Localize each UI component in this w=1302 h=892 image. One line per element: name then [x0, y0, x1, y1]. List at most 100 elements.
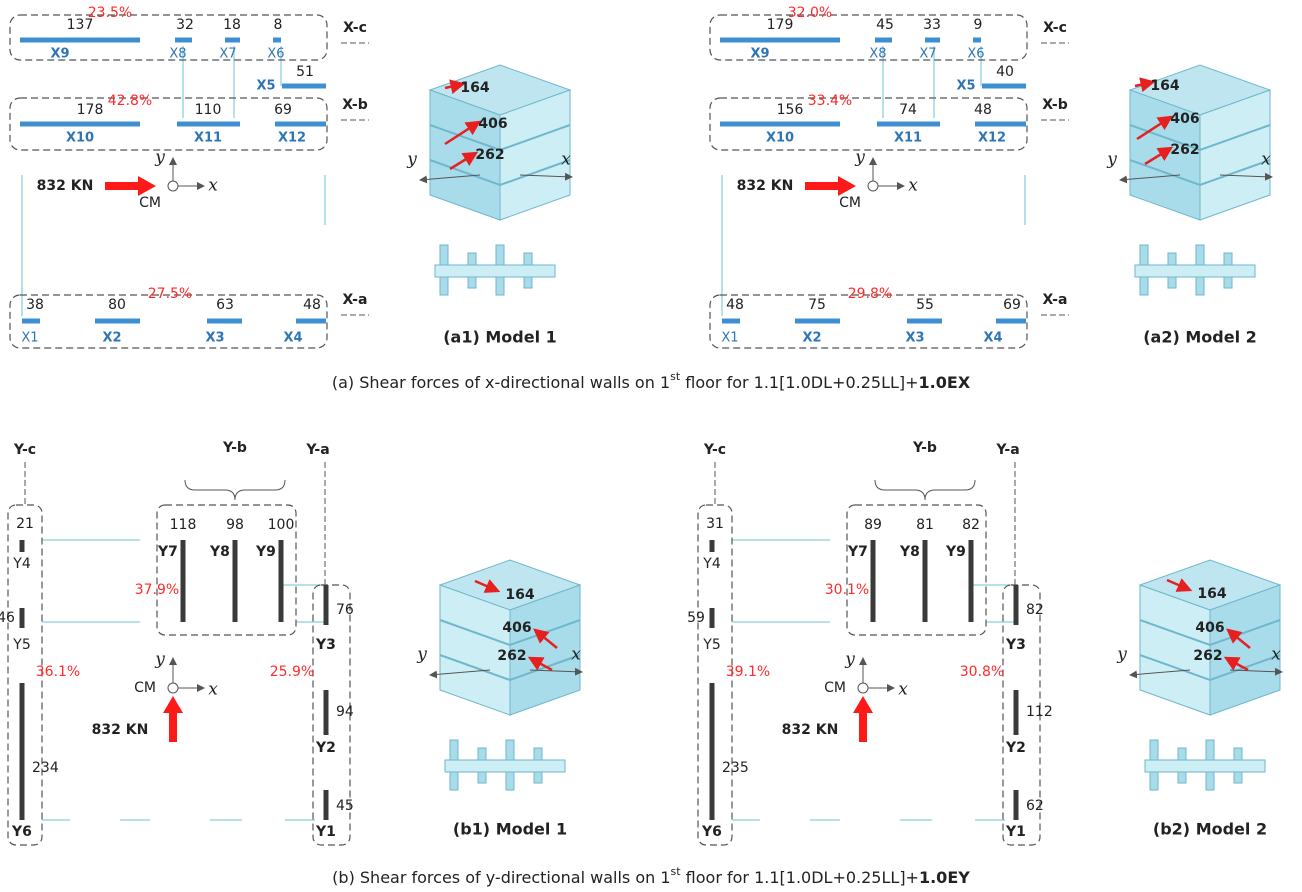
wall — [20, 683, 25, 820]
wall-label: Y8 — [209, 544, 230, 560]
wall-value: 48 — [974, 102, 992, 118]
group-percent: 30.1% — [825, 582, 869, 598]
group-percent: 39.1% — [726, 664, 770, 680]
wall — [720, 38, 840, 43]
wall — [710, 608, 715, 628]
model-caption: (a2) Model 2 — [1143, 328, 1257, 347]
wall-label: Y7 — [157, 544, 178, 560]
wall — [975, 122, 1026, 127]
model-axis-x: x — [1271, 645, 1281, 665]
caption-text: floor for 1.1[1.0DL+0.25LL]+ — [680, 373, 918, 392]
wall-value: 76 — [336, 602, 354, 618]
plan-wall — [445, 760, 565, 772]
wall — [20, 38, 140, 43]
wall-value: 62 — [1026, 798, 1044, 814]
wall-label: Y6 — [11, 824, 32, 840]
wall — [871, 540, 876, 622]
plan-wall — [1135, 265, 1255, 277]
wall — [925, 38, 940, 43]
wall-label: X7 — [219, 47, 236, 62]
wall-value: 82 — [962, 517, 980, 533]
force-arrow — [163, 696, 183, 742]
wall — [795, 319, 840, 324]
group-label: Y-b — [912, 440, 937, 456]
wall-value: 45 — [876, 17, 894, 33]
wall — [279, 540, 284, 622]
wall-label: Y6 — [701, 824, 722, 840]
floor-force: 406 — [1195, 620, 1224, 636]
caption-text: (a) Shear forces of x-directional walls … — [332, 373, 670, 392]
axis-y: y — [854, 148, 865, 168]
wall-label: Y2 — [315, 740, 336, 756]
wall — [996, 319, 1026, 324]
wall-value: 63 — [216, 297, 234, 313]
wall — [982, 84, 1026, 89]
group-percent: 33.4% — [808, 93, 852, 109]
wall-label: X1 — [721, 331, 738, 346]
wall-label: Y3 — [315, 637, 336, 653]
group-percent: 30.8% — [960, 664, 1004, 680]
wall — [22, 319, 40, 324]
cm-label: CM — [824, 680, 846, 696]
group-label: X-b — [1042, 97, 1067, 113]
wall-value: 94 — [336, 704, 354, 720]
model-axis-y: y — [1106, 150, 1117, 170]
wall-value: 48 — [726, 297, 744, 313]
group-percent: 27.5% — [148, 286, 192, 302]
cm-mark — [168, 683, 178, 693]
wall — [273, 38, 281, 43]
wall — [225, 38, 240, 43]
force-arrow — [853, 696, 873, 742]
wall — [296, 319, 326, 324]
wall — [20, 122, 140, 127]
group-box — [10, 295, 327, 348]
axis-x: x — [208, 176, 218, 196]
group-label: X-b — [342, 97, 367, 113]
wall-label: X5 — [956, 79, 975, 94]
wall-label: X6 — [967, 47, 984, 62]
wall-value: 38 — [26, 297, 44, 313]
wall-label: X3 — [905, 331, 924, 346]
wall — [233, 540, 238, 622]
wall-value: 33 — [923, 17, 941, 33]
wall-value: 74 — [899, 102, 917, 118]
model-0 — [430, 65, 570, 295]
wall-label: Y1 — [1005, 824, 1026, 840]
floor-force: 262 — [497, 648, 526, 664]
wall-label: Y2 — [1005, 740, 1026, 756]
group-box — [710, 295, 1027, 348]
wall — [324, 690, 329, 735]
floor-force: 262 — [1170, 142, 1199, 158]
wall-label: Y9 — [945, 544, 966, 560]
wall-label: X5 — [256, 79, 275, 94]
force-label: 832 KN — [92, 722, 149, 738]
group-label: X-c — [1043, 20, 1067, 36]
model-axis-x: x — [561, 150, 571, 170]
wall-value: 75 — [808, 297, 826, 313]
wall-label: X11 — [194, 131, 222, 146]
group-percent: 29.8% — [848, 286, 892, 302]
wall-value: 40 — [996, 64, 1014, 80]
wall-value: 118 — [170, 517, 197, 533]
cm-label: CM — [139, 195, 161, 211]
wall — [207, 319, 242, 324]
wall — [875, 38, 892, 43]
wall — [720, 122, 840, 127]
wall — [923, 540, 928, 622]
wall-value: 59 — [687, 610, 705, 626]
caption: (a) Shear forces of x-directional walls … — [332, 370, 971, 392]
wall-label: Y3 — [1005, 637, 1026, 653]
wall-label: X12 — [978, 131, 1006, 146]
floor-force: 262 — [1193, 648, 1222, 664]
wall-value: 82 — [1026, 602, 1044, 618]
wall-value: 81 — [916, 517, 934, 533]
wall-value: 156 — [777, 102, 804, 118]
wall — [177, 122, 240, 127]
wall-label: Y1 — [315, 824, 336, 840]
axis-x: x — [908, 176, 918, 196]
model-axis-y: y — [1116, 645, 1127, 665]
wall-value: 112 — [1026, 704, 1053, 720]
wall-value: 48 — [303, 297, 321, 313]
floor-force: 406 — [1170, 111, 1199, 127]
model-caption: (a1) Model 1 — [443, 328, 557, 347]
